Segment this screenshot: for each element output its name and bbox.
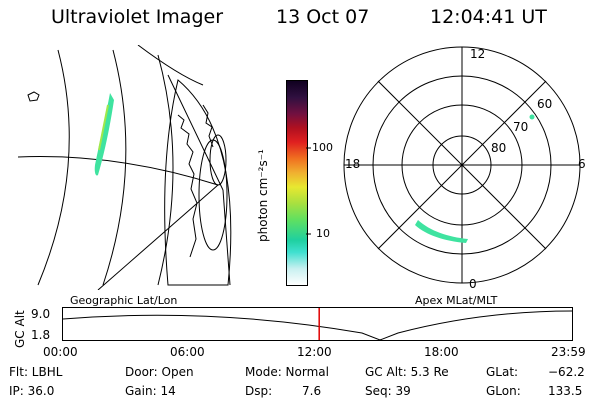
- sequence-status: Seq: 39: [365, 384, 411, 398]
- instrument-title: Ultraviolet Imager: [51, 6, 224, 28]
- glon-label: GLon:: [486, 384, 521, 398]
- aurora-emission-geographic: [94, 93, 114, 176]
- gc-altitude-status: GC Alt: 5.3 Re: [365, 365, 449, 379]
- glat-value: −62.2: [548, 365, 585, 379]
- apex-caption: Apex MLat/MLT: [415, 294, 498, 307]
- filter-status: Flt: LBHL: [9, 365, 63, 379]
- colorbar-tick-10: 10: [316, 227, 330, 240]
- door-status: Door: Open: [125, 365, 194, 379]
- polar-mlt-plot: [343, 46, 581, 284]
- ip-status: IP: 36.0: [9, 384, 55, 398]
- geographic-map: [18, 45, 232, 290]
- colorbar-tick-100: 100: [312, 141, 333, 154]
- altitude-ytick-high: 9.0: [31, 307, 51, 321]
- colorbar-ticks: [306, 147, 311, 235]
- altitude-xtick-1800: 18:00: [424, 345, 459, 359]
- altitude-xtick-1200: 12:00: [297, 345, 332, 359]
- altitude-ylabel: GC Alt: [13, 310, 27, 348]
- colorbar-unit-label: photon cm⁻²s⁻¹: [256, 149, 270, 242]
- mlt-label-12: 12: [470, 47, 486, 61]
- mlt-label-6: 6: [578, 157, 586, 171]
- altitude-xtick-2359: 23:59: [551, 345, 586, 359]
- dsp-value: 7.6: [302, 384, 322, 398]
- altitude-xtick-0000: 00:00: [43, 345, 78, 359]
- glat-label: GLat:: [486, 365, 519, 379]
- dsp-label: Dsp:: [245, 384, 273, 398]
- date-label: 13 Oct 07: [276, 6, 370, 28]
- altitude-plot: [62, 307, 573, 341]
- time-label: 12:04:41 UT: [430, 6, 547, 28]
- glon-value: 133.5: [548, 384, 583, 398]
- lat-label-60: 60: [537, 97, 553, 111]
- mode-status: Mode: Normal: [245, 365, 329, 379]
- aurora-emission-polar: [415, 114, 535, 243]
- altitude-ytick-low: 1.8: [31, 328, 51, 342]
- geographic-caption: Geographic Lat/Lon: [70, 294, 178, 307]
- lat-label-70: 70: [513, 120, 529, 134]
- intensity-colorbar: [286, 80, 308, 286]
- gain-status: Gain: 14: [125, 384, 176, 398]
- mlt-label-0: 0: [469, 277, 477, 291]
- lat-label-80: 80: [491, 141, 507, 155]
- mlt-label-18: 18: [345, 157, 361, 171]
- altitude-xtick-0600: 06:00: [170, 345, 205, 359]
